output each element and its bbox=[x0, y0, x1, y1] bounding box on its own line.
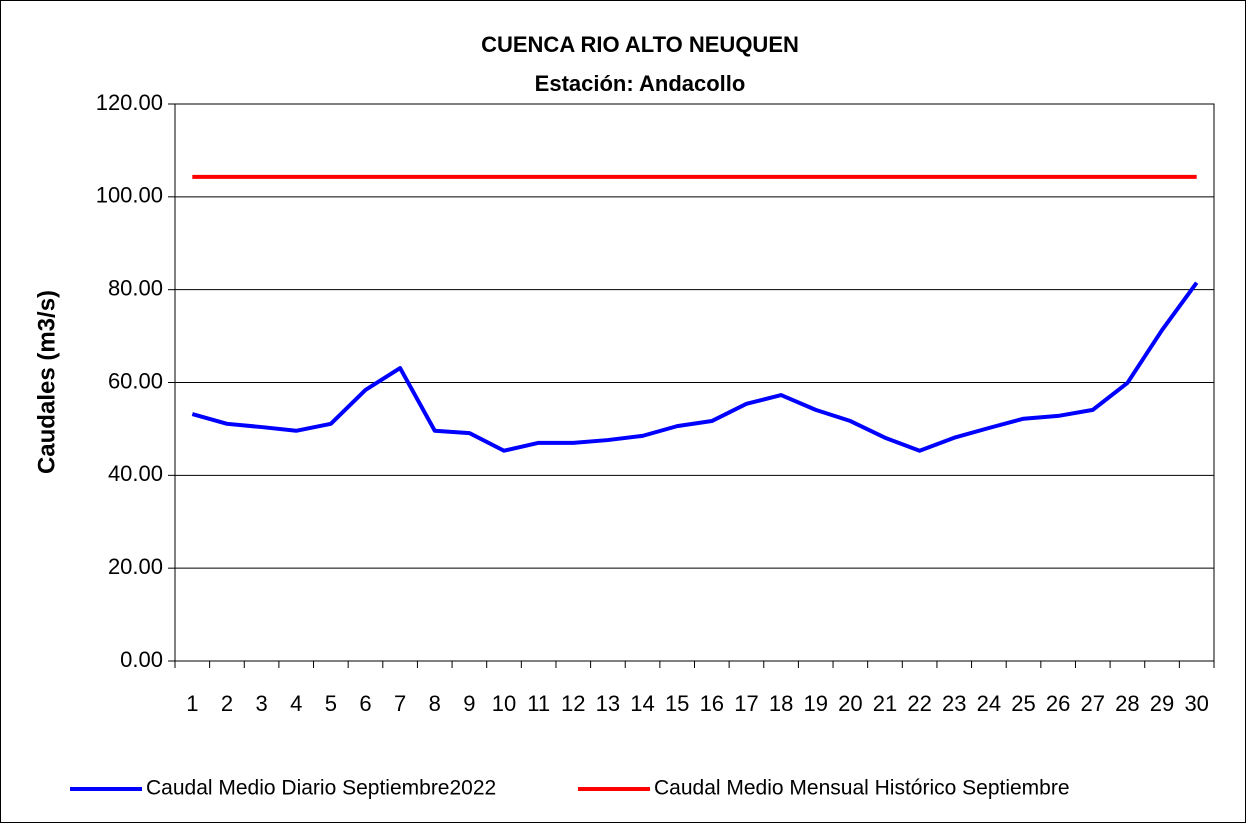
x-tick-label: 11 bbox=[527, 691, 550, 716]
x-tick-label: 14 bbox=[630, 691, 654, 716]
y-axis-label: Caudales (m3/s) bbox=[33, 290, 60, 474]
y-tick-label: 40.00 bbox=[108, 461, 163, 486]
x-tick-label: 1 bbox=[186, 691, 198, 716]
x-tick-label: 21 bbox=[873, 691, 897, 716]
x-tick-label: 2 bbox=[221, 691, 233, 716]
y-tick-label: 120.00 bbox=[96, 90, 163, 115]
x-tick-label: 10 bbox=[492, 691, 516, 716]
x-tick-label: 24 bbox=[977, 691, 1001, 716]
x-tick-label: 27 bbox=[1081, 691, 1105, 716]
x-tick-label: 4 bbox=[290, 691, 302, 716]
x-tick-label: 7 bbox=[394, 691, 406, 716]
x-tick-label: 8 bbox=[429, 691, 441, 716]
x-tick-label: 15 bbox=[665, 691, 689, 716]
y-tick-label: 20.00 bbox=[108, 554, 163, 579]
x-tick-label: 5 bbox=[325, 691, 337, 716]
x-tick-label: 16 bbox=[700, 691, 724, 716]
chart-subtitle: Estación: Andacollo bbox=[535, 71, 746, 96]
x-tick-label: 12 bbox=[561, 691, 585, 716]
x-tick-label: 30 bbox=[1184, 691, 1208, 716]
x-tick-label: 17 bbox=[734, 691, 758, 716]
series-line bbox=[191, 281, 1199, 453]
x-tick-label: 18 bbox=[769, 691, 793, 716]
y-tick-label: 80.00 bbox=[108, 275, 163, 300]
x-tick-label: 9 bbox=[463, 691, 475, 716]
x-tick-label: 3 bbox=[255, 691, 267, 716]
y-tick-label: 100.00 bbox=[96, 183, 163, 208]
x-tick-label: 13 bbox=[596, 691, 620, 716]
x-tick-label: 28 bbox=[1115, 691, 1139, 716]
legend-label: Caudal Medio Mensual Histórico Septiembr… bbox=[654, 777, 1070, 800]
chart-title: CUENCA RIO ALTO NEUQUEN bbox=[481, 32, 799, 57]
x-tick-label: 25 bbox=[1011, 691, 1035, 716]
x-tick-label: 20 bbox=[838, 691, 862, 716]
y-tick-label: 60.00 bbox=[108, 368, 163, 393]
x-tick-label: 23 bbox=[942, 691, 966, 716]
x-tick-label: 26 bbox=[1046, 691, 1070, 716]
x-tick-label: 6 bbox=[359, 691, 371, 716]
legend-label: Caudal Medio Diario Septiembre2022 bbox=[146, 777, 496, 800]
x-tick-label: 29 bbox=[1150, 691, 1174, 716]
x-tick-label: 19 bbox=[803, 691, 827, 716]
x-tick-label: 22 bbox=[907, 691, 931, 716]
y-tick-label: 0.00 bbox=[120, 647, 163, 672]
